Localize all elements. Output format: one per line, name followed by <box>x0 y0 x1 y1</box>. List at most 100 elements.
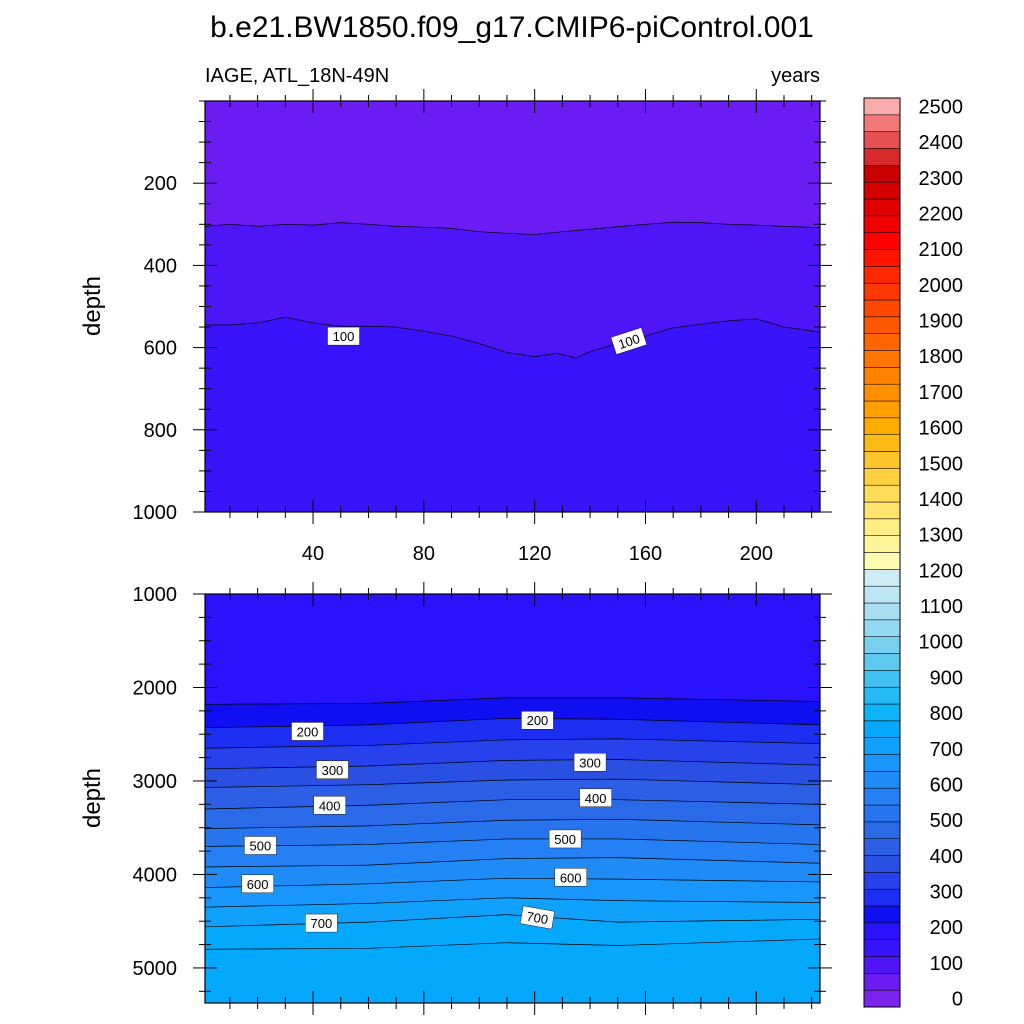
x-tick-label: 160 <box>629 543 662 565</box>
top-fills <box>205 101 820 512</box>
contour-line <box>205 838 820 847</box>
contour-label-text: 400 <box>319 798 341 813</box>
contour-label-box <box>521 711 554 730</box>
colorbar-box <box>863 670 901 688</box>
contour-label-text: 500 <box>554 832 576 847</box>
y-tick-label: 3000 <box>133 771 178 793</box>
colorbar-box <box>863 535 901 553</box>
colorbar-box <box>863 552 901 570</box>
y-tick-label: 400 <box>144 255 177 277</box>
contour-label-box <box>241 874 274 894</box>
contour-label: 200 <box>521 711 554 730</box>
colorbar-box <box>863 383 901 402</box>
contour-line <box>205 221 820 235</box>
contour-line <box>205 316 820 359</box>
colorbar-label: 0 <box>952 989 963 1011</box>
colorbar-box <box>863 165 901 183</box>
colorbar-label: 600 <box>930 774 963 796</box>
colorbar-box <box>863 232 901 250</box>
colorbar-box <box>863 333 901 351</box>
contour-label: 700 <box>519 905 555 930</box>
colorbar-box <box>863 266 901 284</box>
colorbar-label: 500 <box>930 810 963 832</box>
contour-label-text: 700 <box>310 916 332 931</box>
colorbar-box <box>863 417 901 435</box>
contour-label-box <box>291 722 324 741</box>
x-tick-label: 120 <box>518 543 551 565</box>
colorbar-box <box>863 888 901 907</box>
colorbar-box <box>863 316 901 334</box>
x-tick-label: 80 <box>413 543 435 565</box>
contour-label-text: 100 <box>333 329 355 344</box>
colorbar-label: 1600 <box>919 418 964 440</box>
left-subtitle: IAGE, ATL_18N-49N <box>205 65 389 87</box>
contour-label-box <box>579 788 612 807</box>
y-tick-label: 1000 <box>133 502 178 524</box>
colorbar-label: 900 <box>930 667 963 689</box>
colorbar-label: 2300 <box>919 168 964 190</box>
colorbar-box <box>863 602 901 621</box>
contour-label-text: 200 <box>297 724 319 739</box>
colorbar-box <box>863 249 901 267</box>
contour-label-text: 700 <box>525 909 549 928</box>
colorbar-box <box>863 804 901 823</box>
colorbar-label: 2200 <box>919 203 964 225</box>
colorbar-label: 1500 <box>919 453 964 475</box>
colorbar-label: 1100 <box>920 596 963 618</box>
bottom-frame <box>204 593 821 1004</box>
colorbar-box <box>863 754 901 772</box>
contour-label-text: 400 <box>585 791 607 806</box>
y-tick-label: 5000 <box>133 958 178 980</box>
colorbar-box <box>863 737 901 755</box>
colorbar-box <box>863 787 901 806</box>
colorbar-box <box>863 905 901 924</box>
colorbar-box <box>863 181 901 200</box>
top-fill-band <box>205 317 820 512</box>
contour-label: 400 <box>313 796 346 815</box>
colorbar-box <box>863 367 901 385</box>
colorbar-label: 1000 <box>919 632 964 654</box>
colorbar-label: 700 <box>930 739 963 761</box>
colorbar-frame <box>863 97 901 1008</box>
colorbar-label: 1200 <box>919 560 964 582</box>
bottom-ylabel: depth <box>79 768 106 828</box>
colorbar-label: 1400 <box>919 489 964 511</box>
contour-label-text: 600 <box>247 877 269 892</box>
contour-line <box>205 877 820 888</box>
y-tick-label: 200 <box>144 173 177 195</box>
contour-label-text: 500 <box>250 838 272 853</box>
colorbar-box <box>863 518 901 536</box>
contour-label-text: 300 <box>579 755 601 770</box>
contour-label-text: 300 <box>322 763 344 778</box>
contour-label: 600 <box>241 874 274 894</box>
colorbar-box <box>863 400 901 419</box>
contour-line <box>205 857 820 868</box>
contour-label-text: 600 <box>560 870 582 885</box>
colorbar-box <box>863 771 901 789</box>
colorbar-label: 100 <box>930 953 963 975</box>
colorbar-box <box>863 720 901 738</box>
y-tick-label: 1000 <box>133 584 178 606</box>
contour-label-box <box>244 836 277 855</box>
colorbar-label: 1300 <box>919 525 964 547</box>
colorbar-label: 2400 <box>919 132 964 154</box>
x-tick-label: 200 <box>740 543 773 565</box>
contour-label-box <box>313 796 346 815</box>
colorbar-box <box>863 703 901 722</box>
contour-line <box>205 938 820 950</box>
colorbar-label: 800 <box>930 703 963 725</box>
contour-label: 500 <box>244 836 277 855</box>
colorbar-box <box>863 468 901 486</box>
contour-line <box>205 778 820 788</box>
colorbar: 0 100 200 300 400 500 600 700 800 900 1000 1100 1200… <box>863 96 964 1011</box>
bottom-fill-band <box>205 938 820 1003</box>
colorbar-box <box>863 872 901 890</box>
contour-label-box <box>610 327 648 355</box>
contour-label-box <box>327 326 360 346</box>
contour-label: 300 <box>573 753 607 772</box>
bottom-fills <box>205 594 820 1003</box>
colorbar-box <box>863 569 901 587</box>
contour-label: 500 <box>548 829 582 849</box>
contour-line <box>205 738 820 749</box>
